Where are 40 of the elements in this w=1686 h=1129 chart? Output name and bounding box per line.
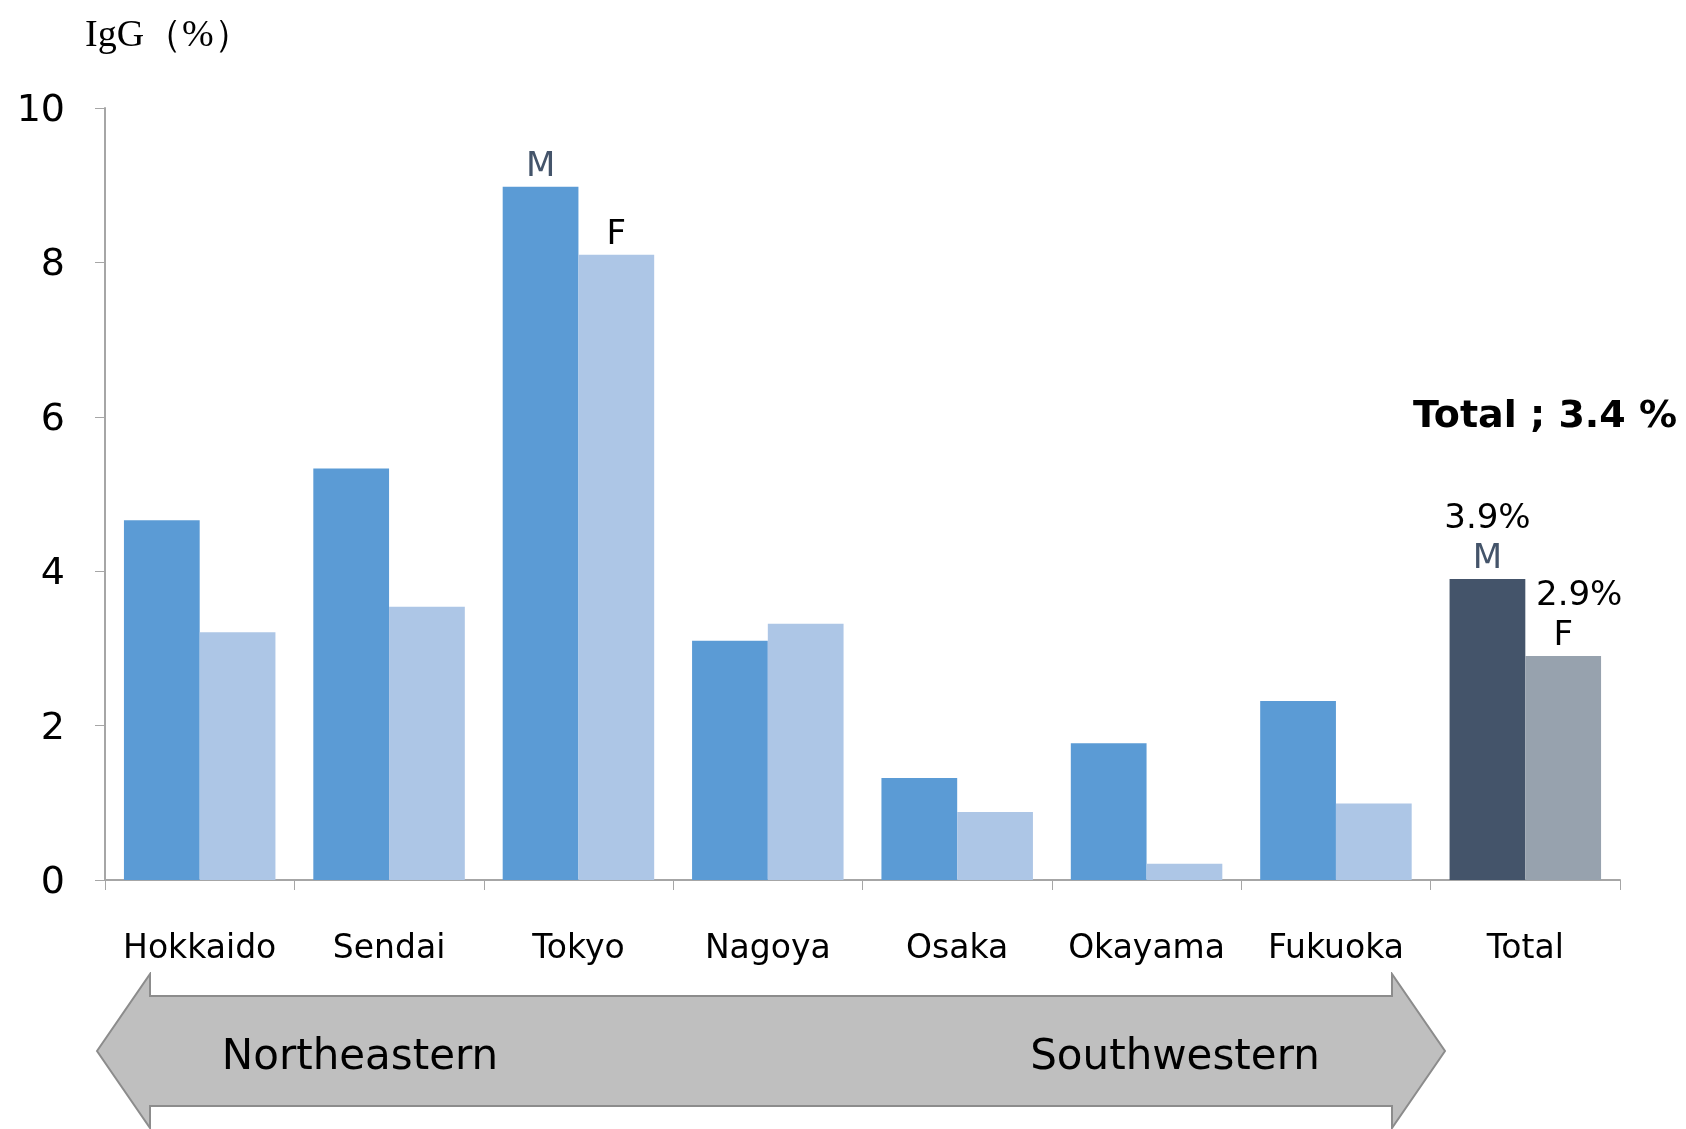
- x-tick-label: Sendai: [332, 927, 446, 966]
- data-label: 3.9%: [1444, 495, 1531, 536]
- y-tick-label: 2: [40, 703, 65, 748]
- x-tick-label: Total: [1485, 927, 1564, 966]
- y-tick-label: 6: [40, 394, 65, 439]
- y-tick-label: 10: [16, 86, 65, 130]
- bar: [502, 186, 579, 880]
- text: Northeastern: [221, 1029, 499, 1079]
- x-tick-label: Hokkaido: [123, 927, 277, 966]
- x-tick-label: Nagoya: [704, 927, 831, 966]
- bar: [199, 632, 276, 880]
- x-tick-label: Fukuoka: [1267, 927, 1404, 966]
- x-tick-label: Okayama: [1068, 927, 1225, 966]
- annotation: M: [1472, 535, 1503, 576]
- bar: [578, 254, 655, 880]
- annotation: M: [525, 143, 556, 184]
- bar: [1525, 656, 1602, 880]
- bar: [1146, 863, 1223, 880]
- bar: [767, 623, 844, 880]
- annotation: Total ; 3.4 %: [1412, 392, 1678, 436]
- text: Southwestern: [1030, 1029, 1320, 1079]
- bar: [1070, 743, 1147, 880]
- bar: [1449, 578, 1526, 880]
- y-tick-label: 4: [40, 549, 65, 594]
- y-tick-label: 0: [40, 858, 65, 902]
- bar: [692, 640, 768, 880]
- bar: [313, 468, 390, 880]
- y-axis-title: IgG（%）: [85, 12, 252, 54]
- y-tick-label: 8: [40, 240, 65, 285]
- bar: [957, 812, 1033, 880]
- x-tick-label: Tokyo: [531, 927, 625, 966]
- bar: [1260, 700, 1336, 880]
- bar: [1335, 803, 1412, 880]
- data-label: 2.9%: [1535, 573, 1623, 614]
- annotation: F: [1553, 613, 1573, 654]
- bar: [123, 520, 200, 880]
- bar: [881, 778, 958, 880]
- annotation: F: [606, 211, 627, 252]
- x-tick-label: Osaka: [906, 927, 1009, 966]
- bar: [389, 606, 465, 880]
